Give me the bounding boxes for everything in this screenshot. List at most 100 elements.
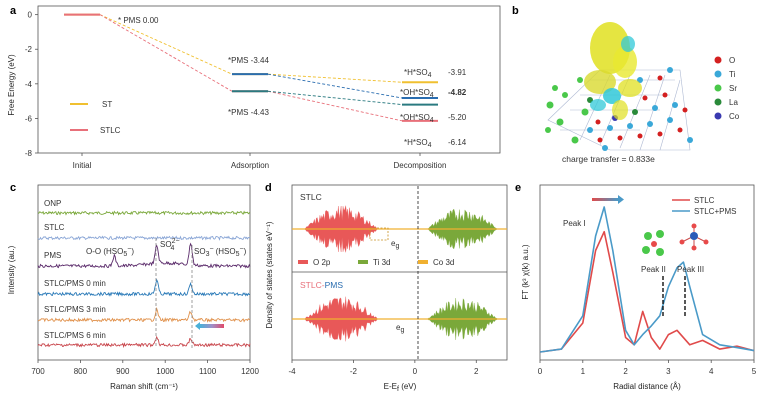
atom xyxy=(602,145,608,151)
panel-d-dos xyxy=(292,205,507,342)
panel-d-xlabel: E-Ef (eV) xyxy=(384,382,417,393)
a-xtick-label: Adsorption xyxy=(231,161,269,170)
panel-a-frame xyxy=(37,5,501,154)
molecule-icon xyxy=(642,223,709,256)
raman-trace-label: ONP xyxy=(44,199,61,208)
atom xyxy=(577,77,583,83)
energy-connector xyxy=(99,14,233,92)
legend-atom-la xyxy=(714,98,722,106)
atom xyxy=(657,75,663,81)
atom xyxy=(652,105,658,111)
panel-e-label: e xyxy=(515,182,521,194)
label-ads-stlc: *PMS -4.43 xyxy=(228,108,269,117)
atom xyxy=(595,119,601,125)
atom xyxy=(587,97,593,103)
atom xyxy=(647,121,653,127)
eg-highlight-box xyxy=(369,227,389,241)
panel-e-frame xyxy=(539,184,755,361)
panel-d-legend: O 2p Ti 3d Co 3d xyxy=(298,258,454,267)
legend-atom-ti xyxy=(714,70,722,78)
label-hso4-st: *H*SO4 xyxy=(404,68,432,79)
e-xtick-label: 0 xyxy=(538,367,543,376)
panel-c-xticks: 700 800 900 1000 1100 1200 xyxy=(31,360,259,376)
c-xtick-label: 800 xyxy=(74,367,88,376)
panel-c: c Intensity (au.) 700 800 900 1000 1100 1200 … xyxy=(7,182,259,391)
atom xyxy=(632,109,638,115)
annotation-so4: SO2− 4 xyxy=(160,238,180,252)
raman-trace xyxy=(37,210,251,216)
panel-c-ylabel: Intensity (au.) xyxy=(7,245,16,294)
e-xtick-label: 1 xyxy=(581,367,586,376)
atom xyxy=(562,92,568,98)
atom xyxy=(637,77,643,83)
a-ytick-label: -8 xyxy=(25,149,33,158)
atom xyxy=(571,136,579,144)
atom xyxy=(546,101,554,109)
dos-top-title: STLC xyxy=(300,192,322,202)
panel-a-yticks: 0 -2 -4 -6 -8 xyxy=(25,11,38,158)
atom xyxy=(677,127,683,133)
legend-atom-o xyxy=(714,56,722,64)
atom xyxy=(662,92,668,98)
d-xtick-label: -4 xyxy=(288,367,296,376)
panel-b: b O Ti Sr La Co charge transfer = 0.833e xyxy=(512,5,740,164)
legend-atom-label: Co xyxy=(729,112,740,121)
legend-o2p-label: O 2p xyxy=(313,258,331,267)
panel-a-ylabel: Free Energy (eV) xyxy=(7,54,16,116)
raman-trace-label: STLC/PMS 6 min xyxy=(44,331,106,340)
energy-connector xyxy=(267,90,403,106)
legend-atom-sr xyxy=(714,84,722,92)
panel-c-traces: ONP STLC PMS STLC/PMS 0 min STLC/PMS 3 min ST… xyxy=(37,199,251,349)
e-xtick-label: 5 xyxy=(752,367,757,376)
raman-trace xyxy=(37,242,251,269)
time-arrow-gradient xyxy=(195,322,224,330)
legend-co3d-label: Co 3d xyxy=(433,258,454,267)
legend-o2p-swatch xyxy=(298,260,308,264)
atom xyxy=(687,137,693,143)
panel-d-ylabel: Density of states (states eV⁻¹) xyxy=(265,221,274,328)
eg-label-bottom: eg xyxy=(396,323,404,334)
raman-trace-label: STLC/PMS 0 min xyxy=(44,279,106,288)
exafs-line xyxy=(539,230,755,353)
legend-stlc-label: STLC xyxy=(100,126,121,135)
atom xyxy=(642,95,648,101)
c-xtick-label: 1000 xyxy=(156,367,174,376)
panel-d: d Density of states (states eV⁻¹) -4 -2 0 2… xyxy=(265,182,508,393)
charge-transfer-caption: charge transfer = 0.833e xyxy=(562,154,655,164)
raman-trace xyxy=(37,278,251,297)
atom xyxy=(545,127,551,133)
peak-1-label: Peak I xyxy=(563,219,586,228)
a-ytick-label: -4 xyxy=(25,80,33,89)
annotation-o-o: O-O (HSO5−) xyxy=(86,246,134,258)
atom xyxy=(682,107,688,113)
legend-exafs_stlc-label: STLC xyxy=(694,196,715,205)
panel-d-frame xyxy=(291,184,508,361)
panel-e-legend: STLC STLC+PMS xyxy=(672,196,736,216)
label-ads-st: *PMS -3.44 xyxy=(228,56,269,65)
label-ohso4-stlc-value: -5.20 xyxy=(448,113,467,122)
atom xyxy=(587,127,593,133)
e-gradient-arrow xyxy=(592,195,624,204)
atom xyxy=(667,67,673,73)
legend-atom-label: Sr xyxy=(729,84,737,93)
raman-trace xyxy=(37,306,251,323)
annotation-so3: SO3− (HSO5−) xyxy=(194,246,247,258)
panel-c-xlabel: Raman shift (cm⁻¹) xyxy=(110,382,178,391)
label-hso4-st-value: -3.91 xyxy=(448,68,467,77)
energy-connector xyxy=(267,90,403,122)
legend-atom-label: O xyxy=(729,56,735,65)
panel-b-label: b xyxy=(512,5,519,17)
atom xyxy=(637,133,643,139)
panel-d-xticks: -4 -2 0 2 xyxy=(288,360,479,376)
legend-ti3d-label: Ti 3d xyxy=(373,258,391,267)
raman-trace xyxy=(37,235,251,241)
raman-trace-label: STLC/PMS 3 min xyxy=(44,305,106,314)
panel-c-frame xyxy=(37,184,251,361)
raman-trace xyxy=(37,335,251,349)
d-xtick-label: -2 xyxy=(350,367,358,376)
label-ohso4-stlc: *OH*SO4 xyxy=(400,113,434,124)
a-xtick-label: Initial xyxy=(73,161,92,170)
exafs-line xyxy=(539,206,755,353)
panel-a-xticks: Initial Adsorption Decomposition xyxy=(73,153,446,170)
